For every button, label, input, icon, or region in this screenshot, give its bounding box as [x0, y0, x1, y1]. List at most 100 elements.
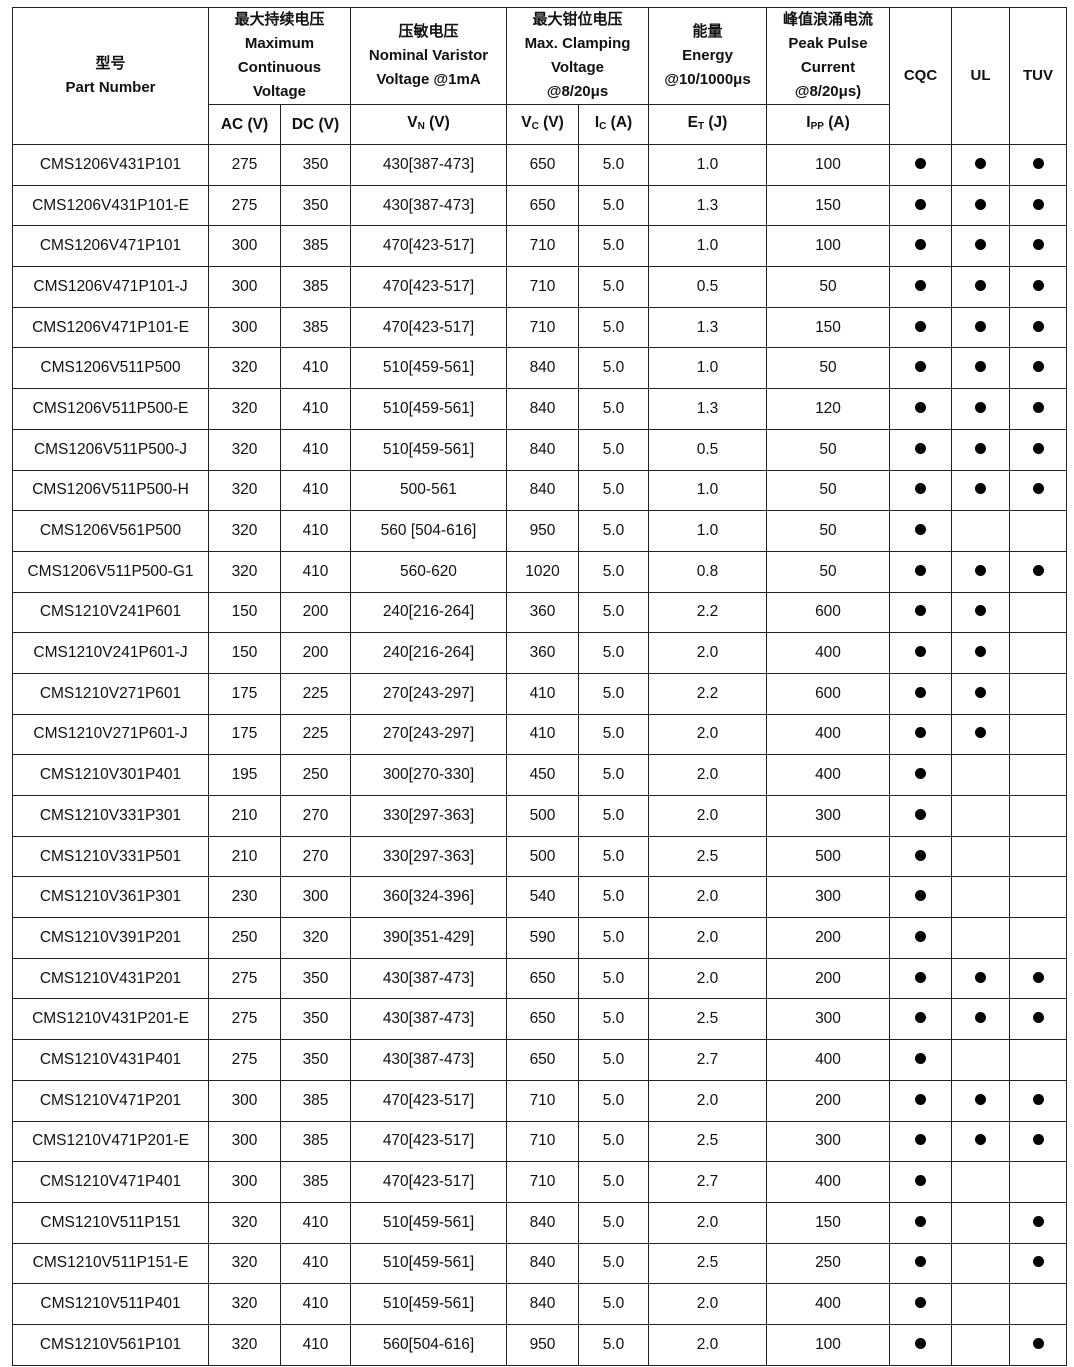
- cell-varistor-voltage: 510[459-561]: [350, 1242, 507, 1285]
- table-row: CMS1206V511P500-G1 320 410 560-620 1020 5.0 0.…: [12, 550, 1067, 593]
- table-row: CMS1210V241P601-J 150 200 240[216-264] 360 5.…: [12, 632, 1067, 674]
- cell-part-number: CMS1206V511P500-E: [12, 388, 209, 430]
- cell-varistor-voltage: 470[423-517]: [350, 225, 507, 268]
- cell-peak-current: 100: [766, 225, 890, 268]
- cell-clamping-voltage: 840: [506, 1242, 579, 1285]
- cell-ac-voltage: 320: [208, 469, 281, 512]
- varistor-spec-table: 型号 Part Number 最大持续电压 Maximum Continuous Vol…: [12, 7, 1067, 1366]
- cell-energy: 2.0: [648, 754, 767, 796]
- cell-dc-voltage: 350: [280, 144, 351, 186]
- cell-ul: [951, 1283, 1010, 1325]
- table-row: CMS1210V361P301 230 300 360[324-396] 540 5.0 2…: [12, 876, 1067, 919]
- table-row: CMS1210V511P401 320 410 510[459-561] 840 5.0 2…: [12, 1283, 1067, 1325]
- certified-dot-icon: [915, 401, 926, 413]
- cell-clamping-voltage: 450: [506, 754, 579, 796]
- cell-peak-current: 400: [766, 632, 890, 674]
- cell-dc-voltage: 270: [280, 835, 351, 878]
- certified-dot-icon: [915, 808, 926, 820]
- cell-peak-current: 300: [766, 1120, 890, 1163]
- cell-energy: 1.3: [648, 306, 767, 349]
- cell-cqc: [889, 713, 952, 756]
- certified-dot-icon: [1032, 971, 1044, 983]
- cell-ul: [951, 510, 1010, 552]
- table-row: CMS1210V391P201 250 320 390[351-429] 590 5.0 2…: [12, 917, 1067, 959]
- cell-energy: 2.2: [648, 591, 767, 634]
- cell-clamping-current: 5.0: [578, 225, 649, 268]
- cell-ul: [951, 876, 1010, 919]
- cell-tuv: [1009, 713, 1067, 756]
- cell-cqc: [889, 184, 952, 227]
- cell-tuv: [1009, 428, 1067, 471]
- cell-clamping-current: 5.0: [578, 469, 649, 512]
- cell-part-number: CMS1206V561P500: [12, 510, 209, 552]
- cell-peak-current: 50: [766, 510, 890, 552]
- cell-dc-voltage: 410: [280, 550, 351, 593]
- certified-dot-icon: [1032, 157, 1044, 169]
- certified-dot-icon: [1032, 239, 1044, 251]
- certified-dot-icon: [1032, 401, 1044, 413]
- table-row: CMS1206V511P500 320 410 510[459-561] 840 5.0 1…: [12, 347, 1067, 390]
- cell-clamping-voltage: 710: [506, 1120, 579, 1163]
- cell-ac-voltage: 195: [208, 754, 281, 796]
- certified-dot-icon: [1032, 279, 1044, 291]
- cell-ac-voltage: 300: [208, 1161, 281, 1203]
- cell-ac-voltage: 300: [208, 1079, 281, 1122]
- certified-dot-icon: [915, 1012, 926, 1024]
- cell-peak-current: 50: [766, 428, 890, 471]
- certified-dot-icon: [975, 239, 986, 251]
- cell-peak-current: 100: [766, 1323, 890, 1366]
- header-ul: UL: [951, 7, 1010, 145]
- certified-dot-icon: [975, 564, 986, 576]
- cell-ul: [951, 1120, 1010, 1163]
- cell-peak-current: 50: [766, 266, 890, 308]
- certified-dot-icon: [1032, 483, 1044, 495]
- certified-dot-icon: [915, 239, 926, 251]
- cell-tuv: [1009, 795, 1067, 837]
- cell-part-number: CMS1210V431P201-E: [12, 998, 209, 1041]
- cell-energy: 2.0: [648, 632, 767, 674]
- cell-peak-current: 600: [766, 672, 890, 715]
- cell-clamping-voltage: 840: [506, 1201, 579, 1244]
- cell-clamping-current: 5.0: [578, 835, 649, 878]
- certified-dot-icon: [1032, 1093, 1044, 1105]
- cell-dc-voltage: 250: [280, 754, 351, 796]
- certified-dot-icon: [915, 483, 926, 495]
- cell-clamping-current: 5.0: [578, 1120, 649, 1163]
- certified-dot-icon: [915, 157, 926, 169]
- cell-ul: [951, 144, 1010, 186]
- certified-dot-icon: [1032, 564, 1044, 576]
- cell-ul: [951, 672, 1010, 715]
- cell-peak-current: 400: [766, 1283, 890, 1325]
- cell-clamping-voltage: 650: [506, 144, 579, 186]
- certified-dot-icon: [915, 1134, 926, 1146]
- cell-ul: [951, 591, 1010, 634]
- cell-ac-voltage: 320: [208, 347, 281, 390]
- certified-dot-icon: [975, 971, 986, 983]
- cell-clamping-current: 5.0: [578, 144, 649, 186]
- cell-ul: [951, 306, 1010, 349]
- cell-cqc: [889, 1242, 952, 1285]
- header-vn: VN (V): [350, 104, 507, 145]
- cell-ac-voltage: 320: [208, 1323, 281, 1366]
- cell-dc-voltage: 270: [280, 795, 351, 837]
- cell-dc-voltage: 410: [280, 388, 351, 430]
- cell-peak-current: 120: [766, 388, 890, 430]
- header-part-number: 型号 Part Number: [12, 7, 209, 145]
- certified-dot-icon: [975, 361, 986, 373]
- cell-clamping-current: 5.0: [578, 957, 649, 1000]
- certified-dot-icon: [915, 564, 926, 576]
- certified-dot-icon: [915, 686, 926, 698]
- cell-varistor-voltage: 430[387-473]: [350, 957, 507, 1000]
- cell-clamping-voltage: 500: [506, 795, 579, 837]
- cell-ac-voltage: 275: [208, 998, 281, 1041]
- certified-dot-icon: [915, 1337, 926, 1349]
- cell-energy: 1.0: [648, 510, 767, 552]
- cell-clamping-voltage: 650: [506, 957, 579, 1000]
- certified-dot-icon: [975, 1134, 986, 1146]
- cell-tuv: [1009, 1242, 1067, 1285]
- cell-dc-voltage: 300: [280, 876, 351, 919]
- cell-clamping-voltage: 500: [506, 835, 579, 878]
- cell-energy: 2.5: [648, 1242, 767, 1285]
- certified-dot-icon: [975, 157, 986, 169]
- cell-clamping-voltage: 840: [506, 388, 579, 430]
